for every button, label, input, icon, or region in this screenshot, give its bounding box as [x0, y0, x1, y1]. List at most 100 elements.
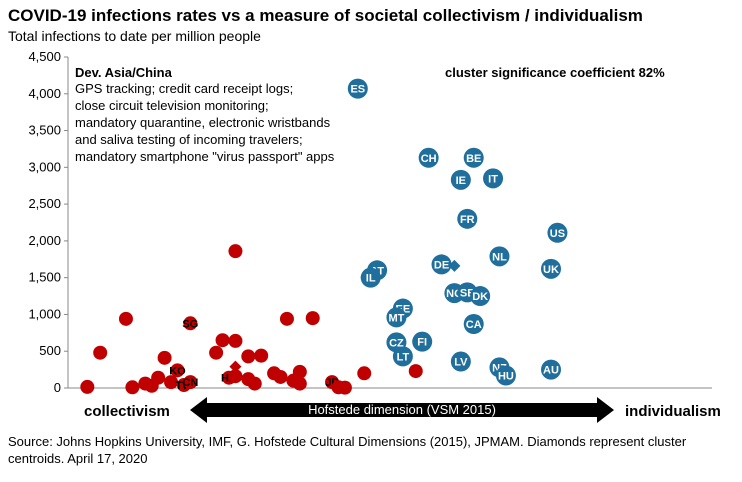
y-tick-label: 4,000	[28, 86, 61, 101]
individualist-country-point	[386, 307, 407, 328]
point-label: CZ	[389, 337, 404, 349]
collectivist-country-point	[209, 345, 224, 360]
collectivist-country-point	[273, 369, 288, 384]
hofstede-axis-arrow: Hofstede dimension (VSM 2015) collectivi…	[84, 397, 721, 423]
collectivist-country-point	[228, 369, 243, 384]
point-label: DE	[434, 259, 449, 271]
y-tick-label: 500	[39, 343, 61, 358]
collectivist-country-point	[157, 350, 172, 365]
chart-subtitle: Total infections to date per million peo…	[8, 28, 261, 44]
axis-left-label: collectivism	[84, 403, 170, 420]
collectivist-country-point	[228, 244, 243, 259]
collectivist-country-point	[93, 345, 108, 360]
point-label: NL	[492, 251, 507, 263]
individualist-country-point	[418, 147, 439, 168]
individualist-country-point	[470, 286, 491, 307]
point-label: US	[550, 228, 565, 240]
y-tick-label: 3,500	[28, 123, 61, 138]
y-tick-label: 4,500	[28, 49, 61, 64]
collectivist-country-point	[183, 316, 198, 331]
annotation-line: GPS tracking; credit card receipt logs;	[75, 81, 293, 96]
individualist-country-point	[431, 254, 452, 275]
point-label: LT	[397, 351, 410, 363]
point-label: ES	[350, 84, 365, 96]
collectivist-country-point	[125, 380, 140, 395]
individualist-country-point	[495, 365, 516, 386]
collectivist-country-point	[247, 376, 262, 391]
individualist-country-point	[483, 168, 504, 189]
y-tick-label: 3,000	[28, 159, 61, 174]
collectivist-country-point	[183, 375, 198, 390]
individualist-country-point	[463, 314, 484, 335]
individualist-country-point	[412, 331, 433, 352]
annotation-line: mandatory smartphone "virus passport" ap…	[75, 149, 335, 164]
double-arrow-shape	[190, 397, 614, 423]
collectivist-country-point	[337, 380, 352, 395]
cluster-significance-text: cluster significance coefficient 82%	[445, 65, 665, 80]
y-tick-label: 2,500	[28, 196, 61, 211]
collectivist-country-point	[305, 311, 320, 326]
individualist-country-point	[360, 267, 381, 288]
source-note: Source: Johns Hopkins University, IMF, G…	[8, 434, 687, 466]
point-label: CA	[466, 319, 482, 331]
point-label: FI	[417, 337, 427, 349]
individualist-country-point	[392, 346, 413, 367]
data-points: KOTWSGCNHKJPESCHBEIEITFRUSNLATILDEUKNOSE…	[80, 78, 568, 395]
annotation-text: GPS tracking; credit card receipt logs; c…	[75, 81, 335, 164]
individualist-country-point	[457, 208, 478, 229]
axis-center-label: Hofstede dimension (VSM 2015)	[308, 402, 496, 417]
point-label: SG	[182, 318, 198, 330]
point-label: CN	[182, 377, 198, 389]
individualist-country-point	[450, 169, 471, 190]
point-label: AU	[543, 365, 559, 377]
annotation-line: and saliva testing of incoming travelers…	[75, 132, 303, 147]
collectivist-country-point	[292, 376, 307, 391]
collectivist-country-point	[408, 364, 423, 379]
point-label: IL	[366, 273, 376, 285]
scatter-chart: 0 500 1,000 1,500 2,000 2,500 3,000 3,500 4,000 4…	[28, 49, 721, 423]
point-label: FR	[460, 214, 475, 226]
point-label: LV	[454, 357, 468, 369]
individualist-country-point	[547, 222, 568, 243]
collectivist-country-point	[254, 348, 269, 363]
individualist-country-point	[541, 359, 561, 380]
y-tick-label: 2,000	[28, 233, 61, 248]
individualist-country-point	[489, 246, 510, 267]
collectivist-country-point	[357, 366, 372, 381]
collectivist-country-point	[241, 349, 256, 364]
collectivist-country-point	[151, 370, 166, 385]
collectivist-country-point	[215, 333, 230, 348]
chart-title: COVID-19 infections rates vs a measure o…	[8, 6, 643, 25]
annotation-line: close circuit television monitoring;	[75, 98, 269, 113]
individualist-country-point	[541, 258, 561, 279]
y-tick-label: 0	[54, 380, 61, 395]
individualist-country-point	[450, 351, 471, 372]
cluster-centroid-diamond	[448, 259, 461, 272]
point-label: UK	[543, 264, 559, 276]
point-label: CH	[421, 153, 437, 165]
annotation-title: Dev. Asia/China	[75, 65, 173, 80]
individualist-country-point	[347, 78, 368, 99]
point-label: BE	[466, 153, 481, 165]
y-tick-label: 1,500	[28, 270, 61, 285]
collectivist-country-point	[118, 311, 133, 326]
point-label: KO	[169, 365, 186, 377]
axis-right-label: individualism	[625, 403, 721, 420]
collectivist-country-point	[170, 363, 185, 378]
annotation-line: mandatory quarantine, electronic wristba…	[75, 115, 331, 130]
collectivist-country-point	[279, 311, 294, 326]
y-axis: 0 500 1,000 1,500 2,000 2,500 3,000 3,500 4,000 4…	[28, 49, 712, 395]
cluster-centroid-diamond	[229, 360, 242, 373]
annotation-box: Dev. Asia/China GPS tracking; credit car…	[75, 65, 335, 164]
collectivist-country-point	[228, 333, 243, 348]
point-label: IT	[488, 173, 498, 185]
collectivist-country-point	[80, 379, 95, 394]
point-label: HU	[498, 370, 514, 382]
point-label: IE	[456, 175, 466, 187]
individualist-country-point	[463, 147, 484, 168]
y-tick-label: 1,000	[28, 306, 61, 321]
point-label: MT	[388, 312, 404, 324]
collectivist-country-point	[164, 375, 179, 390]
point-label: DK	[472, 291, 488, 303]
collectivist-country-point	[292, 364, 307, 379]
